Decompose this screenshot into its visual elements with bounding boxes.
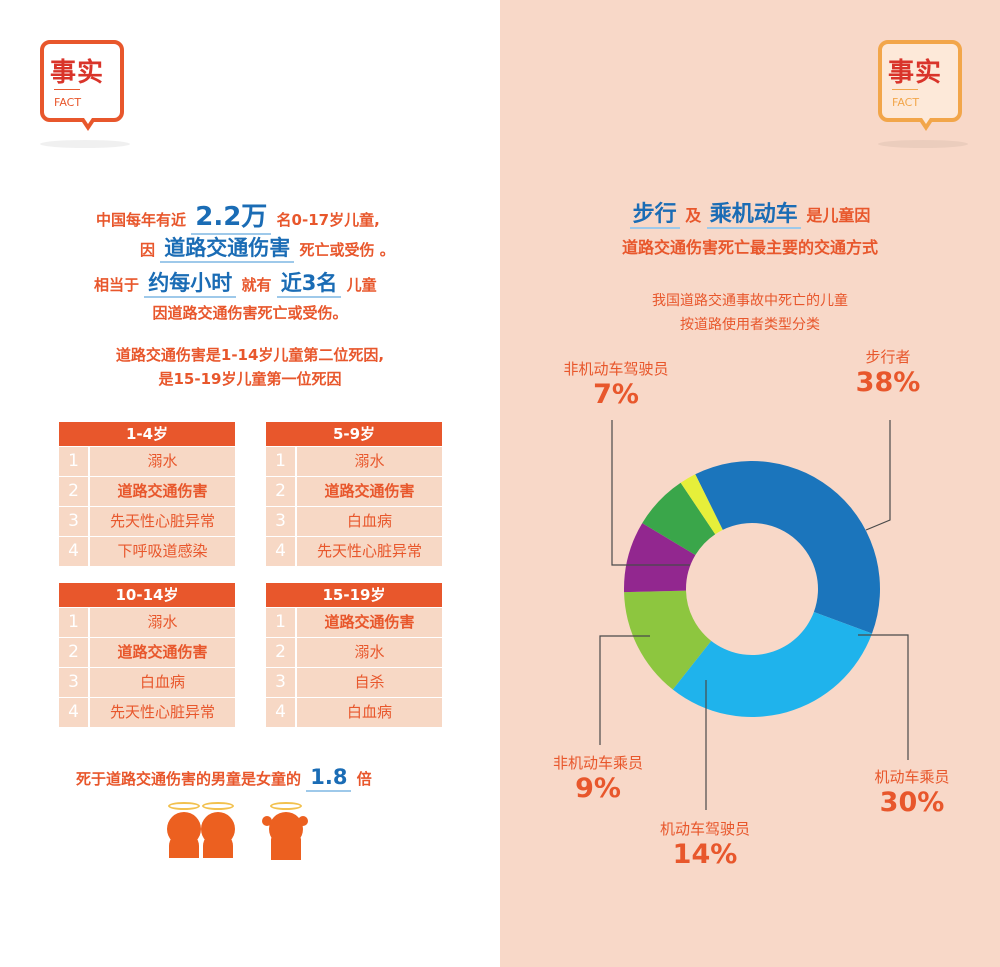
headline-line-1: 步行 及 乘机动车 是儿童因 (500, 196, 1000, 229)
table-row: 4 先天性心脏异常 (59, 698, 235, 727)
leader-nonmotor-passenger (599, 635, 650, 745)
label-nonmotor-passenger: 非机动车乘员 9% (538, 752, 658, 804)
table-header: 15-19岁 (266, 583, 442, 607)
intro-line-2: 因 道路交通伤害 死亡或受伤 。 (140, 232, 395, 263)
leader-nonmotor-driver (611, 420, 690, 566)
label-pedestrian: 步行者 38% (838, 346, 938, 398)
leader-motor-passenger (858, 634, 909, 760)
headline-line-2: 道路交通伤害死亡最主要的交通方式 (621, 238, 878, 257)
table-row: 1 溺水 (59, 447, 235, 476)
leader-pedestrian (865, 420, 891, 531)
highlight-walking: 步行 (629, 202, 680, 229)
table-row: 4 下呼吸道感染 (59, 537, 235, 566)
highlight-road-injury: 道路交通伤害 (160, 236, 295, 263)
table-header: 1-4岁 (59, 422, 235, 446)
table-age-5-9: 5-9岁 1 溺水 2 道路交通伤害 3 白血病 4 先天性心脏异常 (266, 422, 442, 566)
pct-motor-passenger: 30% (879, 787, 945, 818)
intro-line-1: 中国每年有近 2.2万 名0-17岁儿童, (96, 196, 380, 235)
table-row: 3 自杀 (266, 668, 442, 697)
intro-line-4: 因道路交通伤害死亡或受伤。 (152, 304, 348, 322)
pct-pedestrian: 38% (855, 367, 921, 398)
label-nonmotor-driver: 非机动车驾驶员 7% (556, 358, 676, 410)
slice-pedestrian (695, 461, 880, 634)
label-motor-passenger: 机动车乘员 30% (857, 766, 967, 818)
table-row: 2 道路交通伤害 (266, 477, 442, 506)
table-row: 3 白血病 (266, 507, 442, 536)
badge-title: 事实 (888, 58, 943, 88)
ratio-value: 1.8 (306, 765, 352, 792)
table-row: 1 溺水 (59, 608, 235, 637)
label-motor-driver: 机动车驾驶员 14% (640, 818, 770, 870)
gender-ratio-text: 死于道路交通伤害的男童是女童的 1.8 倍 (76, 765, 372, 792)
stat-22k: 2.2万 (191, 202, 272, 235)
table-age-15-19: 15-19岁 1 道路交通伤害 2 溺水 3 自杀 4 白血病 (266, 583, 442, 727)
table-age-1-4: 1-4岁 1 溺水 2 道路交通伤害 3 先天性心脏异常 4 下呼吸道感染 (59, 422, 235, 566)
fact-badge-right: 事实 FACT (878, 40, 968, 131)
table-row: 1 道路交通伤害 (266, 608, 442, 637)
chart-subtitle: 按道路使用者类型分类 (680, 317, 820, 333)
table-row: 2 道路交通伤害 (59, 477, 235, 506)
badge-subtitle: FACT (892, 96, 920, 109)
table-row: 1 溺水 (266, 447, 442, 476)
highlight-motor-passenger: 乘机动车 (706, 202, 801, 229)
badge-title: 事实 (50, 58, 105, 88)
pct-nonmotor-driver: 7% (593, 379, 639, 410)
pct-nonmotor-passenger: 9% (575, 773, 621, 804)
left-panel: 事实 FACT 中国每年有近 2.2万 名0-17岁儿童, 因 道路交通伤害 死… (40, 40, 442, 860)
rank-line-1: 道路交通伤害是1-14岁儿童第二位死因, (115, 346, 385, 364)
table-row: 3 白血病 (59, 668, 235, 697)
chart-title: 我国道路交通事故中死亡的儿童 (652, 293, 848, 309)
table-header: 10-14岁 (59, 583, 235, 607)
table-age-10-14: 10-14岁 1 溺水 2 道路交通伤害 3 白血病 4 先天性心脏异常 (59, 583, 235, 727)
intro-line-3: 相当于 约每小时 就有 近3名 儿童 (94, 267, 377, 298)
table-row: 2 溺水 (266, 638, 442, 667)
table-header: 5-9岁 (266, 422, 442, 446)
highlight-every-hour: 约每小时 (144, 271, 237, 298)
table-row: 4 白血病 (266, 698, 442, 727)
pct-motor-driver: 14% (672, 839, 738, 870)
table-row: 4 先天性心脏异常 (266, 537, 442, 566)
badge-subtitle: FACT (54, 96, 82, 109)
table-row: 2 道路交通伤害 (59, 638, 235, 667)
table-row: 3 先天性心脏异常 (59, 507, 235, 536)
slice-motor-driver (624, 590, 712, 690)
rank-line-2: 是15-19岁儿童第一位死因 (158, 370, 342, 388)
slice-nonmotor-driver (642, 482, 716, 556)
fact-badge-left: 事实 FACT (40, 40, 130, 131)
slice-other (680, 474, 723, 535)
highlight-three: 近3名 (276, 271, 342, 298)
slice-nonmotor-passenger (624, 523, 696, 593)
slice-motor-passenger (672, 611, 873, 717)
